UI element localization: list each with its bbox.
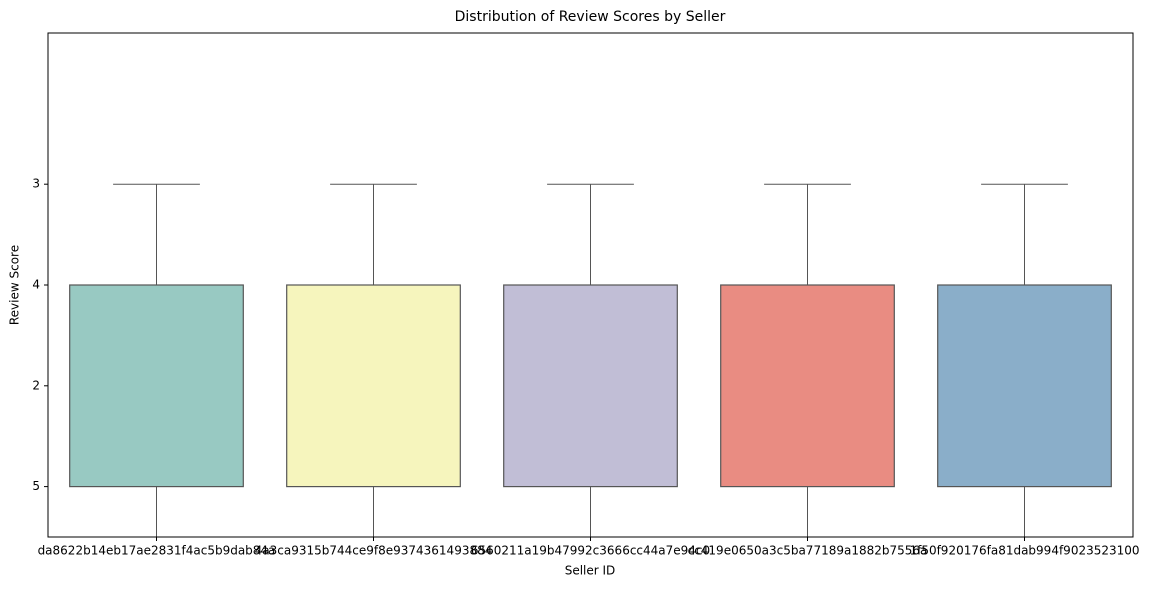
box [937,284,1112,488]
y-axis-label: Review Score [8,245,22,325]
y-tick-label: 2 [32,378,40,392]
chart-title: Distribution of Review Scores by Seller [455,9,726,25]
x-tick-label: 6560211a19b47992c3666cc44a7e94c0 [471,544,710,558]
box [720,284,895,488]
y-tick-label: 3 [32,177,40,191]
box [503,284,678,488]
plot-frame [47,32,1134,538]
x-tick-label: cc419e0650a3c5ba77189a1882b7556a [688,544,928,558]
x-tick-label: 4a3ca9315b744ce9f8e9374361493884 [255,544,493,558]
y-tick-label: 4 [32,278,40,292]
x-axis-label: Seller ID [565,564,616,578]
x-tick-label: 1f50f920176fa81dab994f9023523100 [909,544,1139,558]
x-tick-label: da8622b14eb17ae2831f4ac5b9dab84a [38,544,276,558]
y-tick-label: 5 [32,479,40,493]
box [286,284,461,488]
box [69,284,244,488]
